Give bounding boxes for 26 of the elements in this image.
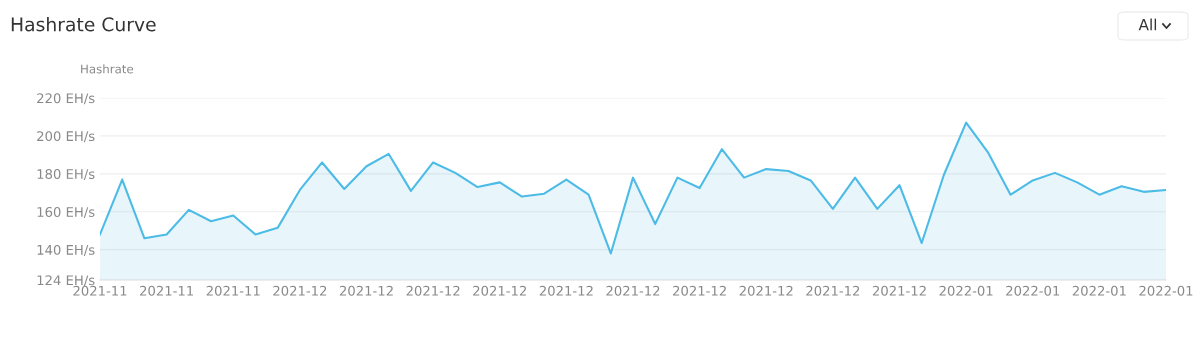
x-tick-label: 2022-01 [1006,285,1060,296]
x-tick-label: 2022-01 [1072,285,1126,296]
y-tick-label: 140 EH/s [37,244,95,256]
x-tick-label: 2021-12 [673,285,726,296]
x-tick-label: 2021-12 [872,285,926,296]
x-tick-label: 2022-01 [1139,285,1193,296]
y-tick-label: 124 EH/s [37,275,95,287]
x-tick-label: 2021-12 [473,285,526,296]
y-axis-title: Hashrate [81,64,134,74]
x-tick-label: 2021-11 [140,285,193,296]
text: All [1138,18,1157,31]
y-tick-label: 180 EH/s [37,169,95,181]
chart-title: Hashrate Curve [11,16,156,32]
x-tick-label: 2022-01 [939,285,993,296]
x-tick-label: 2021-12 [806,285,860,296]
y-tick-label: 160 EH/s [37,206,95,218]
y-tick-label: 200 EH/s [37,131,95,143]
x-tick-label: 2021-12 [339,285,393,296]
x-tick-label: 2021-12 [739,285,793,296]
x-tick-label: 2021-12 [273,285,327,296]
x-tick-label: 2021-11 [73,285,127,296]
x-tick-label: 2021-12 [406,285,460,296]
x-tick-label: 2021-11 [206,285,260,296]
x-tick-label: 2021-12 [606,285,660,296]
x-tick-label: 2021-12 [539,285,593,296]
y-tick-label: 220 EH/s [37,93,95,105]
